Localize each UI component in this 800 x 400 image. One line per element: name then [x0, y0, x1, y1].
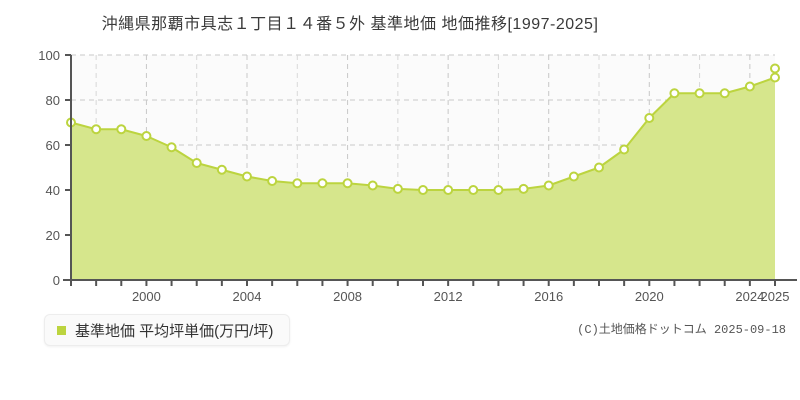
data-point-marker[interactable] — [116, 124, 127, 135]
data-point-marker[interactable] — [644, 113, 655, 123]
x-axis-tick-label: 2025 — [761, 289, 790, 304]
data-point-marker[interactable] — [267, 176, 278, 186]
x-axis-tick-label: 2016 — [534, 289, 563, 304]
data-point-marker[interactable] — [518, 183, 529, 194]
data-point-marker[interactable] — [418, 185, 428, 195]
x-axis-tick-label: 2004 — [233, 289, 262, 304]
y-axis-tick-label: 60 — [46, 138, 60, 153]
data-point-marker[interactable] — [719, 88, 730, 99]
x-axis-tick-label: 2024 — [735, 289, 764, 304]
data-point-marker[interactable] — [744, 81, 755, 92]
data-point-marker[interactable] — [443, 185, 454, 195]
data-point-marker[interactable] — [191, 158, 202, 168]
y-axis-tick-label: 100 — [38, 48, 60, 63]
y-axis-tick-label: 40 — [46, 183, 60, 198]
data-point-marker[interactable] — [568, 171, 579, 182]
data-point-marker[interactable] — [317, 178, 328, 189]
data-point-marker[interactable] — [392, 183, 403, 194]
data-point-marker[interactable] — [91, 124, 102, 135]
copyright-credit: (C)土地価格ドットコム 2025-09-18 — [577, 323, 786, 337]
x-axis-tick-label: 2008 — [333, 289, 362, 304]
y-axis-tick-label: 20 — [46, 228, 60, 243]
data-point-marker[interactable] — [468, 185, 479, 195]
x-axis-tick-label: 2020 — [635, 289, 664, 304]
x-axis-tick-label: 2012 — [434, 289, 463, 304]
data-point-marker[interactable] — [292, 178, 303, 189]
data-point-marker[interactable] — [619, 144, 630, 155]
data-point-marker[interactable] — [669, 88, 680, 99]
x-axis-tick-label: 2000 — [132, 289, 161, 304]
data-point-marker[interactable] — [770, 63, 780, 74]
data-point-marker[interactable] — [694, 88, 705, 99]
data-point-marker[interactable] — [141, 131, 152, 141]
data-point-marker[interactable] — [216, 164, 227, 175]
page-title: 沖縄県那覇市具志１丁目１４番５外 基準地価 地価推移[1997-2025] — [101, 16, 599, 33]
legend-color-swatch — [57, 325, 66, 335]
data-point-marker[interactable] — [543, 180, 554, 191]
data-point-marker[interactable] — [493, 185, 504, 195]
data-point-marker[interactable] — [367, 180, 378, 191]
data-point-marker[interactable] — [242, 171, 252, 182]
data-point-marker[interactable] — [770, 72, 780, 83]
data-point-marker[interactable] — [342, 178, 353, 189]
chart-legend[interactable]: 基準地価 平均坪単価(万円/坪) — [44, 314, 291, 346]
y-axis-tick-label: 0 — [53, 273, 60, 288]
y-axis-tick-label: 80 — [46, 93, 60, 108]
area-fill — [71, 68, 775, 280]
data-point-marker[interactable] — [166, 142, 177, 153]
legend-item-label: 基準地価 平均坪単価(万円/坪) — [75, 322, 274, 340]
data-point-marker[interactable] — [594, 162, 604, 173]
